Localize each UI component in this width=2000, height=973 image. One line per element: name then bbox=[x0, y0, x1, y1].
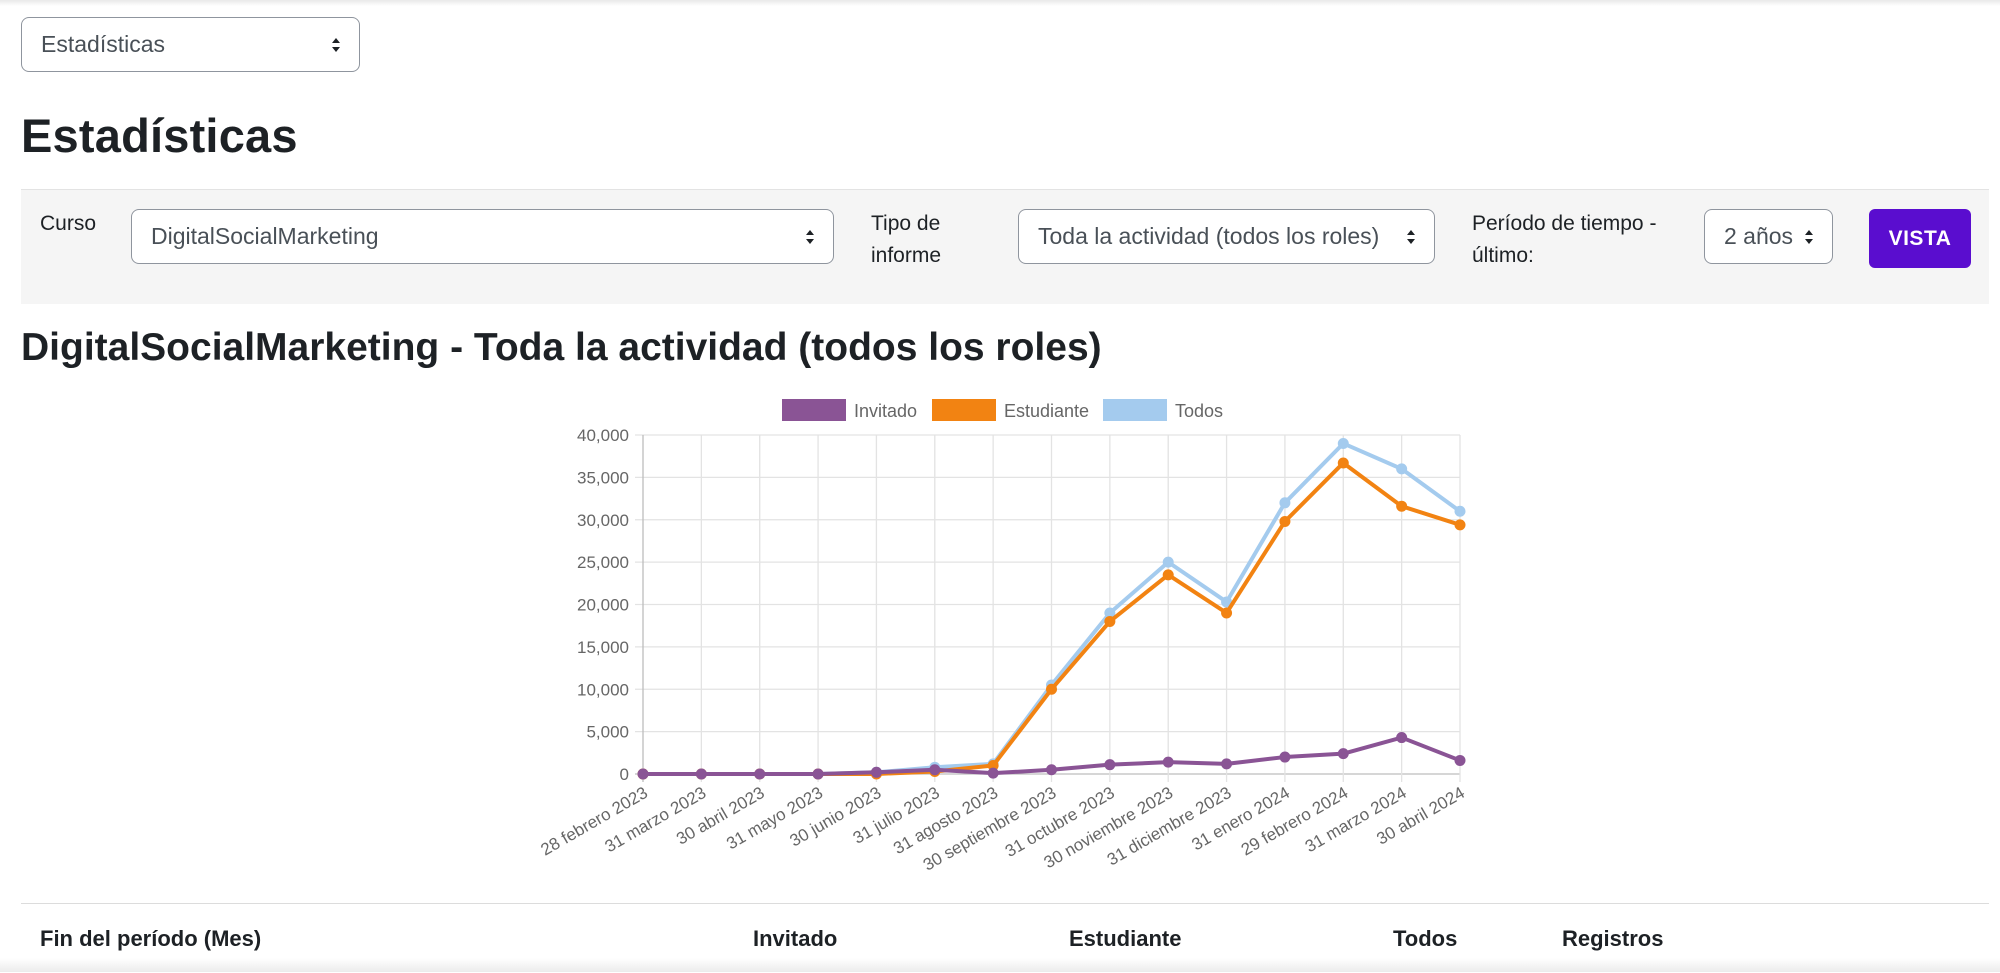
course-label: Curso bbox=[40, 212, 97, 235]
data-point-invitado bbox=[1396, 732, 1408, 744]
data-point-invitado bbox=[1454, 754, 1466, 766]
table-header-student: Estudiante bbox=[1069, 926, 1182, 951]
data-point-invitado bbox=[1162, 756, 1174, 768]
legend-swatch-estudiante bbox=[932, 399, 996, 421]
legend-swatch-todos bbox=[1103, 399, 1167, 421]
period-select[interactable]: 2 años bbox=[1704, 209, 1833, 264]
y-tick-label: 25,000 bbox=[577, 553, 629, 572]
sort-arrows-icon bbox=[806, 229, 814, 244]
data-point-invitado bbox=[1337, 748, 1349, 760]
data-point-invitado bbox=[870, 766, 882, 778]
data-point-todos bbox=[1279, 497, 1291, 509]
sort-arrows-icon bbox=[332, 37, 340, 52]
course-select[interactable]: DigitalSocialMarketing bbox=[131, 209, 834, 264]
period-label-line1: Período de tiempo - bbox=[1472, 212, 1657, 235]
table-header-all: Todos bbox=[1393, 926, 1458, 951]
data-point-invitado bbox=[987, 767, 999, 779]
report-nav-select[interactable]: Estadísticas bbox=[21, 17, 360, 72]
report-type-label: Tipo de informe bbox=[871, 208, 941, 272]
legend-label-estudiante: Estudiante bbox=[1004, 401, 1089, 421]
period-label: Período de tiempo - último: bbox=[1472, 208, 1656, 272]
top-shadow bbox=[0, 0, 2000, 6]
data-point-invitado bbox=[1104, 759, 1116, 771]
view-button[interactable]: VISTA bbox=[1869, 209, 1971, 268]
data-point-invitado bbox=[1221, 758, 1233, 770]
y-tick-label: 15,000 bbox=[577, 638, 629, 657]
table-header-guest: Invitado bbox=[753, 926, 838, 951]
legend-swatch-invitado bbox=[782, 399, 846, 421]
data-point-invitado bbox=[812, 768, 824, 780]
data-point-estudiante bbox=[1396, 500, 1408, 512]
report-type-select-value: Toda la actividad (todos los roles) bbox=[1038, 223, 1380, 249]
data-point-todos bbox=[1337, 437, 1349, 449]
period-label-line2: último: bbox=[1472, 244, 1534, 267]
report-nav-select-value: Estadísticas bbox=[41, 31, 165, 57]
page-title: Estadísticas bbox=[21, 109, 298, 162]
data-point-estudiante bbox=[1046, 683, 1057, 695]
report-title: DigitalSocialMarketing - Toda la activid… bbox=[21, 326, 1102, 369]
y-tick-label: 5,000 bbox=[586, 723, 629, 742]
data-point-estudiante bbox=[1454, 519, 1466, 531]
y-tick-label: 0 bbox=[620, 765, 629, 784]
report-type-label-line2: informe bbox=[871, 244, 942, 267]
data-point-todos bbox=[1396, 463, 1408, 475]
data-point-invitado bbox=[637, 768, 649, 780]
report-type-label-line1: Tipo de bbox=[871, 212, 941, 235]
data-point-estudiante bbox=[1162, 569, 1174, 581]
data-point-estudiante bbox=[1104, 615, 1116, 627]
course-select-value: DigitalSocialMarketing bbox=[151, 223, 379, 249]
sort-arrows-icon bbox=[1407, 229, 1415, 244]
y-tick-label: 10,000 bbox=[577, 680, 629, 699]
y-tick-label: 30,000 bbox=[577, 511, 629, 530]
legend-label-invitado: Invitado bbox=[854, 401, 917, 421]
data-point-estudiante bbox=[1337, 457, 1349, 469]
data-point-estudiante bbox=[1279, 515, 1291, 527]
table-header-records: Registros bbox=[1562, 926, 1664, 951]
data-point-estudiante bbox=[1221, 607, 1233, 619]
data-point-todos bbox=[1162, 556, 1174, 568]
y-tick-label: 20,000 bbox=[577, 596, 629, 615]
data-point-invitado bbox=[695, 768, 707, 780]
data-point-invitado bbox=[1279, 751, 1291, 763]
report-type-select[interactable]: Toda la actividad (todos los roles) bbox=[1018, 209, 1435, 264]
y-tick-label: 40,000 bbox=[577, 426, 629, 445]
sort-arrows-icon bbox=[1805, 229, 1813, 244]
data-point-invitado bbox=[929, 764, 941, 776]
period-select-value: 2 años bbox=[1724, 223, 1794, 249]
y-tick-label: 35,000 bbox=[577, 468, 629, 487]
data-point-invitado bbox=[754, 768, 766, 780]
table-header-row: Fin del período (Mes) Invitado Estudiant… bbox=[21, 903, 1989, 973]
table-header-period: Fin del período (Mes) bbox=[40, 926, 262, 951]
legend-label-todos: Todos bbox=[1175, 401, 1223, 421]
data-point-todos bbox=[1454, 505, 1466, 517]
data-point-invitado bbox=[1046, 764, 1057, 776]
